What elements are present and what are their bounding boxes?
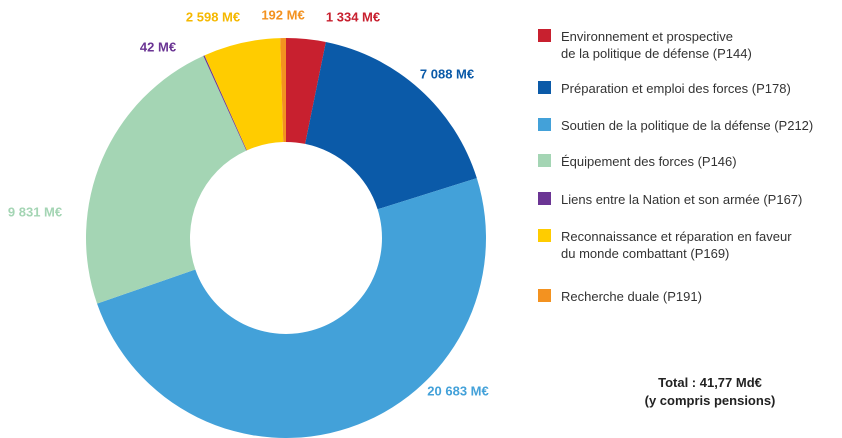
value-label: 2 598 M€ [186, 9, 240, 24]
value-label: 192 M€ [261, 7, 304, 22]
legend-label: Soutien de la politique de la défense (P… [561, 118, 814, 133]
legend-swatch [538, 81, 551, 94]
slice [97, 178, 486, 438]
legend-label: Recherche duale (P191) [561, 289, 702, 304]
legend-swatch [538, 192, 551, 205]
legend-swatch [538, 154, 551, 167]
slice [286, 38, 326, 144]
slice [203, 55, 247, 151]
legend-item: Environnement et prospective de la polit… [538, 28, 752, 62]
slice [204, 38, 284, 151]
value-label: 1 334 M€ [326, 9, 380, 24]
legend-label: Liens entre la Nation et son armée (P167… [561, 192, 803, 207]
legend-item: Reconnaissance et réparation en faveur d… [538, 228, 792, 262]
legend-item: Équipement des forces (P146) [538, 153, 737, 170]
legend-item: Préparation et emploi des forces (P178) [538, 80, 791, 97]
legend-item: Soutien de la politique de la défense (P… [538, 117, 813, 134]
annotation: Total : 41,77 Md€ [658, 375, 762, 390]
legend-label: Reconnaissance et réparation en faveur d… [561, 229, 792, 261]
legend-swatch [538, 289, 551, 302]
legend-item: Recherche duale (P191) [538, 288, 702, 305]
value-label: 42 M€ [140, 39, 176, 54]
value-label: 7 088 M€ [420, 66, 474, 81]
legend-swatch [538, 29, 551, 42]
legend-swatch [538, 118, 551, 131]
slice [280, 38, 286, 143]
value-label: 9 831 M€ [8, 204, 62, 219]
legend-label: Préparation et emploi des forces (P178) [561, 81, 791, 96]
slice [305, 42, 477, 210]
legend-swatch [538, 229, 551, 242]
slice [86, 55, 247, 304]
legend-item: Liens entre la Nation et son armée (P167… [538, 191, 802, 208]
value-label: 20 683 M€ [427, 383, 488, 398]
annotation: (y compris pensions) [644, 393, 776, 408]
legend-label: Équipement des forces (P146) [561, 154, 737, 169]
legend-label: Environnement et prospective de la polit… [561, 29, 752, 61]
